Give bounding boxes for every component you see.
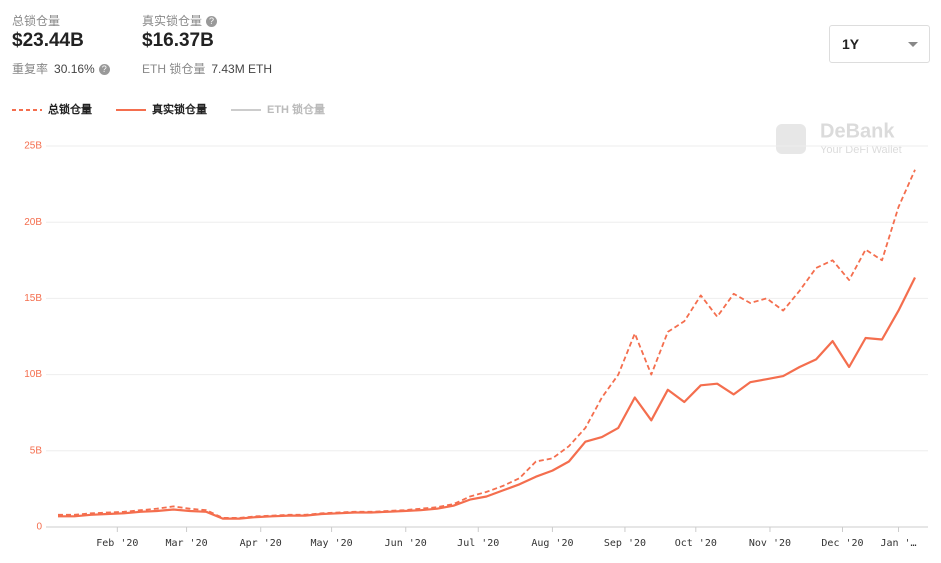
x-tick-label: Aug '20: [531, 538, 573, 549]
x-tick-label: May '20: [311, 538, 353, 549]
x-tick-label: Nov '20: [749, 538, 791, 549]
series-line: [58, 277, 916, 520]
y-tick-label: 25B: [24, 141, 42, 152]
help-icon[interactable]: ?: [206, 16, 218, 27]
eth-row: ETH 锁仓量 7.43M ETH: [142, 60, 272, 77]
watermark-logo: [776, 124, 806, 154]
x-tick-label: Mar '20: [165, 538, 207, 549]
legend-item[interactable]: 真实锁仓量: [116, 102, 207, 116]
legend-label: 总锁仓量: [48, 102, 92, 116]
dup-value: 30.16%: [54, 62, 95, 76]
x-tick-label: Feb '20: [96, 538, 138, 549]
y-tick-label: 10B: [24, 369, 42, 380]
x-tick-label: Apr '20: [240, 538, 282, 549]
x-tick-label: Jan '…: [880, 538, 916, 549]
eth-value: 7.43M ETH: [211, 62, 273, 76]
legend-item[interactable]: 总锁仓量: [12, 102, 92, 116]
real-value: $16.37B: [142, 30, 214, 51]
eth-label: ETH 锁仓量: [142, 62, 206, 76]
real-row: 真实锁仓量?: [142, 12, 218, 29]
x-tick-label: Sep '20: [604, 538, 646, 549]
x-tick-label: Oct '20: [675, 538, 717, 549]
dup-row: 重复率 30.16%?: [12, 60, 110, 77]
watermark-tagline: Your DeFi Wallet: [820, 144, 902, 156]
watermark-brand: DeBank: [820, 120, 895, 142]
y-tick-label: 15B: [24, 293, 42, 304]
y-tick-label: 20B: [24, 217, 42, 228]
total-value: $23.44B: [12, 30, 84, 51]
range-select[interactable]: 1Y: [829, 25, 930, 63]
y-tick-label: 5B: [30, 445, 43, 456]
help-icon[interactable]: ?: [98, 64, 110, 75]
legend-item[interactable]: ETH 锁仓量: [231, 102, 325, 116]
total-label: 总锁仓量: [12, 14, 61, 28]
legend-label: ETH 锁仓量: [267, 102, 325, 116]
x-tick-label: Jun '20: [385, 538, 427, 549]
dup-label: 重复率: [12, 62, 49, 76]
x-tick-label: Jul '20: [457, 538, 499, 549]
real-label: 真实锁仓量: [142, 14, 203, 28]
watermark: DeBank Your DeFi Wallet: [776, 120, 902, 156]
x-tick-label: Dec '20: [821, 538, 863, 549]
series-line: [58, 169, 916, 519]
y-tick-label: 0: [36, 522, 42, 533]
legend-label: 真实锁仓量: [152, 102, 207, 116]
